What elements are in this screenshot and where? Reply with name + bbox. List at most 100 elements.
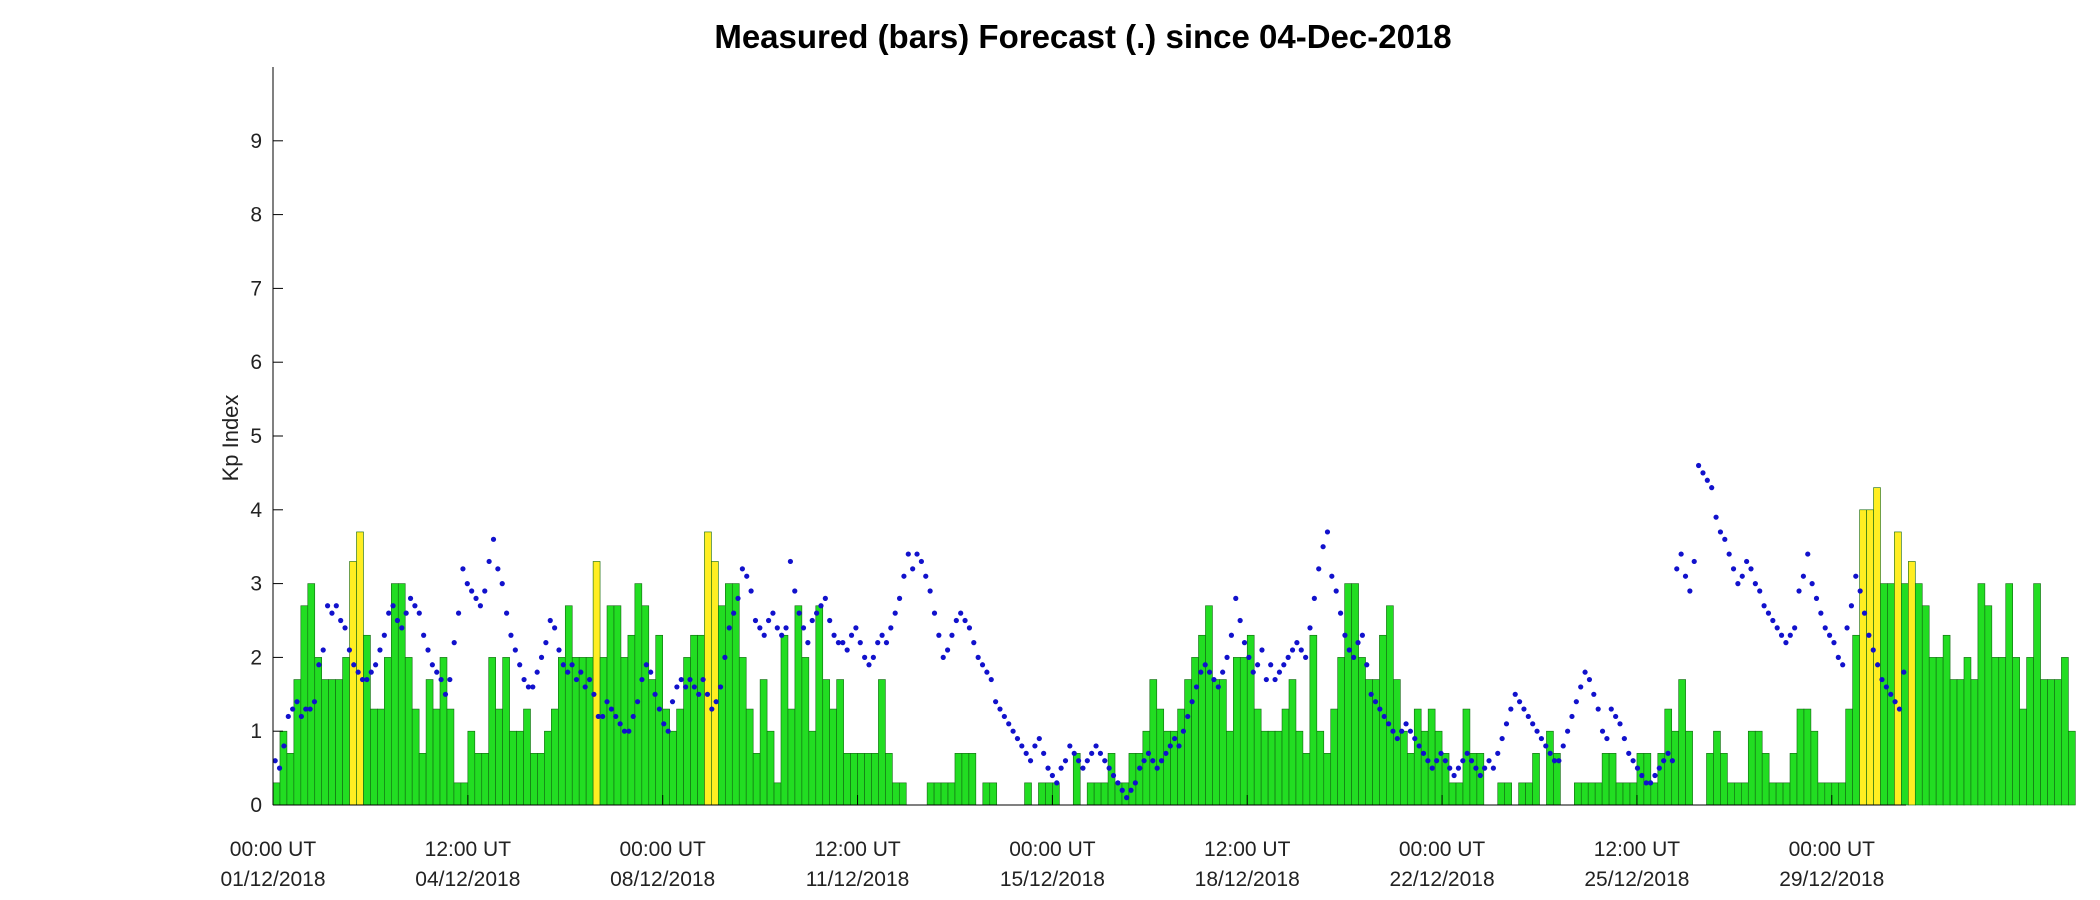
- measured-bar: [349, 561, 357, 806]
- forecast-point: [1089, 750, 1095, 756]
- forecast-point: [831, 632, 837, 638]
- measured-bar: [1253, 708, 1262, 806]
- measured-bar: [1629, 782, 1638, 806]
- forecast-point: [879, 632, 885, 638]
- measured-bar: [2019, 708, 2027, 806]
- measured-bar: [1212, 679, 1220, 806]
- forecast-point: [586, 676, 593, 683]
- forecast-point: [735, 595, 741, 601]
- forecast-point: [1704, 477, 1710, 483]
- forecast-point: [346, 647, 353, 653]
- forecast-point: [1752, 581, 1758, 587]
- forecast-point: [1669, 758, 1675, 764]
- measured-bar: [1894, 531, 1902, 806]
- forecast-point: [792, 588, 798, 594]
- forecast-point: [1067, 743, 1073, 749]
- forecast-point: [958, 610, 964, 616]
- measured-bar: [1615, 782, 1624, 806]
- forecast-point: [1364, 662, 1370, 668]
- forecast-point: [1473, 765, 1479, 771]
- forecast-point: [538, 654, 545, 661]
- forecast-point: [1844, 625, 1850, 631]
- forecast-point: [988, 676, 994, 683]
- measured-bar: [1142, 730, 1151, 806]
- forecast-point: [1608, 706, 1614, 712]
- measured-bar: [1233, 657, 1241, 806]
- forecast-point: [512, 647, 518, 653]
- forecast-point: [1342, 632, 1348, 638]
- forecast-point: [1700, 470, 1706, 476]
- forecast-point: [700, 676, 706, 683]
- forecast-point: [482, 588, 488, 594]
- measured-bar: [474, 753, 483, 806]
- measured-bar: [1462, 708, 1471, 806]
- forecast-point: [905, 551, 911, 557]
- forecast-point: [1128, 787, 1134, 793]
- forecast-point: [451, 640, 457, 646]
- measured-bar: [676, 708, 684, 806]
- measured-bar: [794, 605, 803, 806]
- forecast-point: [774, 625, 780, 631]
- measured-bar: [745, 708, 754, 806]
- forecast-point: [464, 581, 470, 587]
- measured-bar: [516, 730, 524, 806]
- x-tick-time-label: 12:00 UT: [425, 838, 512, 861]
- forecast-point: [1316, 566, 1322, 572]
- measured-bar: [843, 753, 851, 806]
- x-tick-time-label: 12:00 UT: [814, 838, 901, 861]
- forecast-point: [1093, 743, 1099, 749]
- forecast-point: [1110, 772, 1117, 779]
- measured-bar: [384, 657, 392, 806]
- forecast-point: [1831, 640, 1837, 646]
- forecast-point: [1211, 676, 1217, 683]
- forecast-point: [355, 669, 361, 675]
- measured-bar: [697, 634, 705, 806]
- forecast-point: [796, 610, 802, 616]
- forecast-point: [975, 654, 981, 661]
- forecast-point: [1001, 713, 1007, 720]
- measured-bar: [1351, 583, 1359, 806]
- forecast-point: [390, 603, 396, 609]
- forecast-point: [818, 603, 824, 609]
- forecast-point: [1464, 750, 1470, 756]
- forecast-point: [1460, 758, 1466, 764]
- forecast-point: [709, 706, 715, 712]
- y-tick-label: 5: [250, 425, 262, 448]
- measured-bar: [1636, 753, 1645, 806]
- forecast-point: [1674, 566, 1680, 572]
- forecast-point: [425, 647, 431, 653]
- measured-bar: [481, 753, 490, 806]
- measured-bar: [1281, 708, 1290, 806]
- measured-bar: [1866, 509, 1874, 806]
- measured-bar: [2040, 679, 2048, 806]
- measured-bar: [1991, 657, 2000, 806]
- forecast-point: [1678, 551, 1684, 557]
- forecast-point: [1385, 721, 1392, 727]
- forecast-point: [1259, 647, 1265, 653]
- forecast-point: [1233, 595, 1239, 601]
- forecast-point: [687, 676, 693, 683]
- measured-bar: [613, 605, 622, 806]
- forecast-point: [1333, 588, 1339, 594]
- forecast-point: [1696, 462, 1702, 469]
- measured-bar: [293, 679, 302, 806]
- forecast-point: [1861, 610, 1868, 616]
- measured-bar: [2068, 730, 2076, 806]
- measured-bar: [1761, 753, 1770, 806]
- forecast-point: [1355, 640, 1361, 646]
- forecast-point: [1097, 750, 1104, 756]
- forecast-point: [870, 654, 876, 661]
- forecast-point: [1783, 640, 1789, 646]
- measured-bar: [634, 583, 643, 806]
- forecast-point: [674, 684, 680, 690]
- measured-bar: [1824, 782, 1833, 806]
- measured-bar: [537, 753, 545, 806]
- measured-bar: [1608, 753, 1617, 806]
- forecast-point: [634, 699, 641, 705]
- forecast-point: [953, 617, 959, 624]
- measured-bar: [1476, 753, 1485, 806]
- forecast-point: [1324, 529, 1331, 535]
- forecast-point: [966, 625, 973, 631]
- measured-bar: [1170, 730, 1178, 806]
- measured-bar: [307, 583, 316, 806]
